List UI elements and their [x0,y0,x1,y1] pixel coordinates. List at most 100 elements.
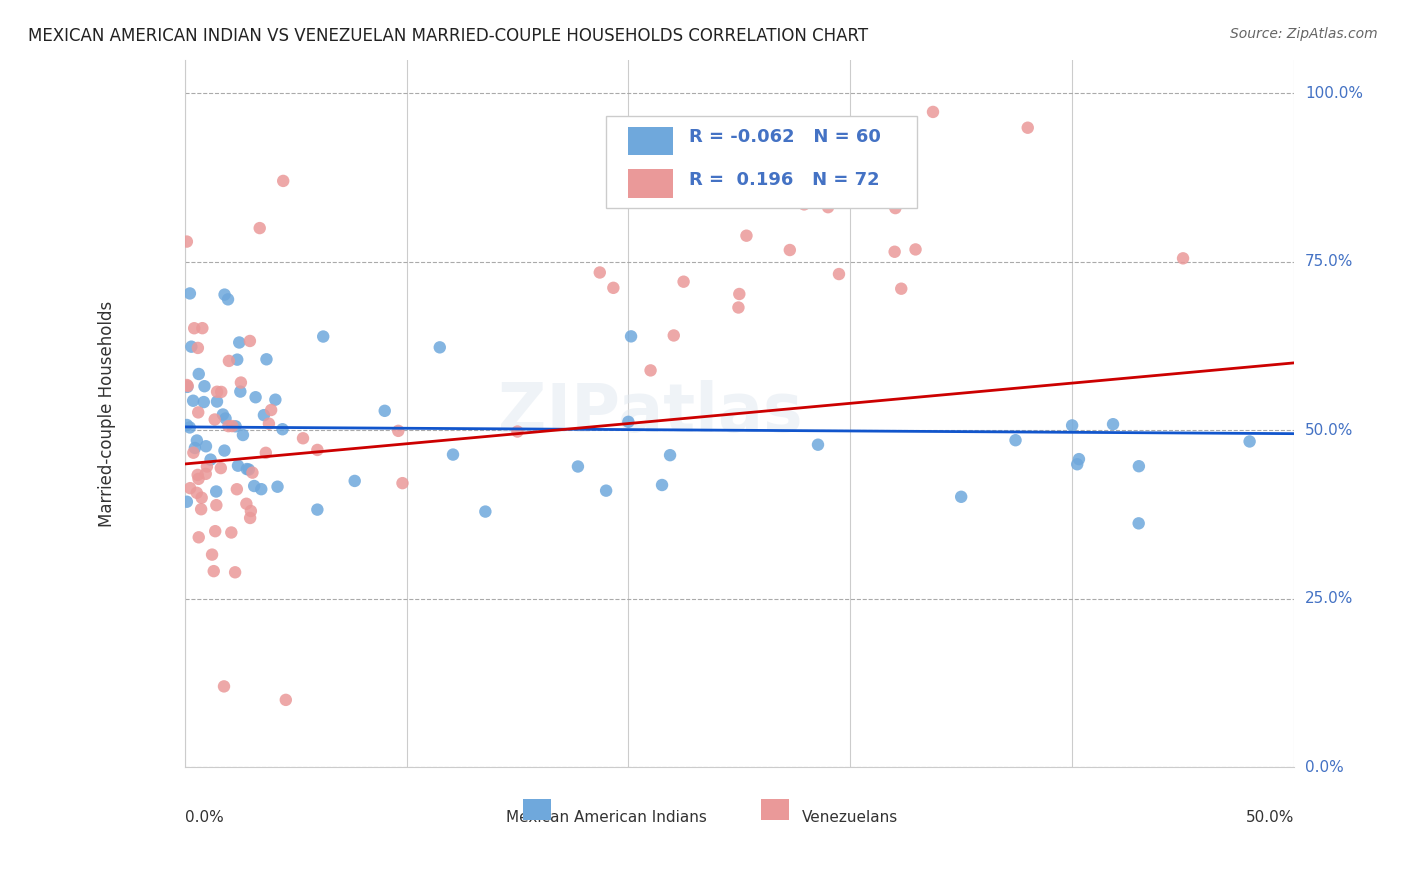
Point [176,378,198,392]
Point [183,321,205,335]
Point [224,566,246,580]
Point [205,384,228,399]
Point [307,502,329,516]
Point [506,425,529,439]
Point [307,442,329,457]
Point [209,384,232,399]
Point [221,419,243,434]
Point [1128,459,1150,474]
Point [218,354,240,368]
Point [190,502,212,516]
Point [1017,120,1039,135]
FancyBboxPatch shape [523,799,551,821]
Point [849,186,872,200]
Point [193,395,215,409]
Point [186,434,208,448]
Text: Source: ZipAtlas.com: Source: ZipAtlas.com [1230,27,1378,41]
Point [229,376,252,390]
Point [659,448,682,462]
Point [200,452,222,467]
Point [1102,417,1125,432]
Point [640,363,662,377]
Point [828,267,851,281]
Point [1128,516,1150,531]
Point [312,329,335,343]
Point [243,479,266,493]
Text: Married-couple Households: Married-couple Households [98,301,115,526]
Point [672,275,695,289]
Point [735,228,758,243]
Point [651,478,673,492]
Point [391,476,413,491]
Point [190,491,212,505]
Point [740,139,762,153]
Point [176,235,198,249]
Point [205,394,228,409]
Point [250,482,273,496]
Point [187,367,209,381]
Point [238,462,260,476]
Point [193,379,215,393]
Point [271,174,294,188]
Point [1066,457,1088,471]
Point [217,293,239,307]
Point [274,693,297,707]
FancyBboxPatch shape [606,116,917,208]
Point [260,403,283,417]
Point [228,335,250,350]
Point [950,490,973,504]
Point [179,420,201,434]
Point [176,417,198,432]
Point [187,472,209,486]
Point [249,221,271,235]
Point [264,392,287,407]
Point [793,197,815,211]
Point [225,419,247,434]
Point [242,466,264,480]
Point [226,352,249,367]
Point [191,321,214,335]
Point [217,419,239,434]
Point [429,340,451,354]
Point [187,405,209,419]
Text: 75.0%: 75.0% [1305,254,1354,269]
Point [181,393,204,408]
Point [254,446,277,460]
Point [221,525,243,540]
Text: 25.0%: 25.0% [1305,591,1354,607]
Point [232,428,254,442]
Point [245,390,267,404]
Point [256,352,278,367]
Point [187,467,209,482]
Point [202,564,225,578]
Point [239,511,262,525]
Text: R =  0.196   N = 72: R = 0.196 N = 72 [689,171,880,189]
Point [239,504,262,518]
Point [904,243,927,257]
Point [226,458,249,473]
Point [177,379,200,393]
Point [779,243,801,257]
Point [236,462,259,476]
Text: 50.0%: 50.0% [1305,423,1354,438]
Point [474,505,496,519]
Point [239,334,262,348]
Text: Venezuelans: Venezuelans [801,810,898,825]
Point [807,438,830,452]
Text: Mexican American Indians: Mexican American Indians [506,810,707,825]
Point [758,162,780,177]
Point [186,485,208,500]
Text: ZIPatlas: ZIPatlas [498,380,803,446]
Text: MEXICAN AMERICAN INDIAN VS VENEZUELAN MARRIED-COUPLE HOUSEHOLDS CORRELATION CHAR: MEXICAN AMERICAN INDIAN VS VENEZUELAN MA… [28,27,869,45]
Point [176,494,198,508]
Point [617,415,640,429]
Point [922,104,945,119]
Point [195,459,218,474]
Point [374,404,396,418]
Point [662,328,685,343]
FancyBboxPatch shape [762,799,789,821]
Point [183,446,205,460]
Point [205,498,228,512]
Point [1004,434,1026,448]
Point [441,448,464,462]
